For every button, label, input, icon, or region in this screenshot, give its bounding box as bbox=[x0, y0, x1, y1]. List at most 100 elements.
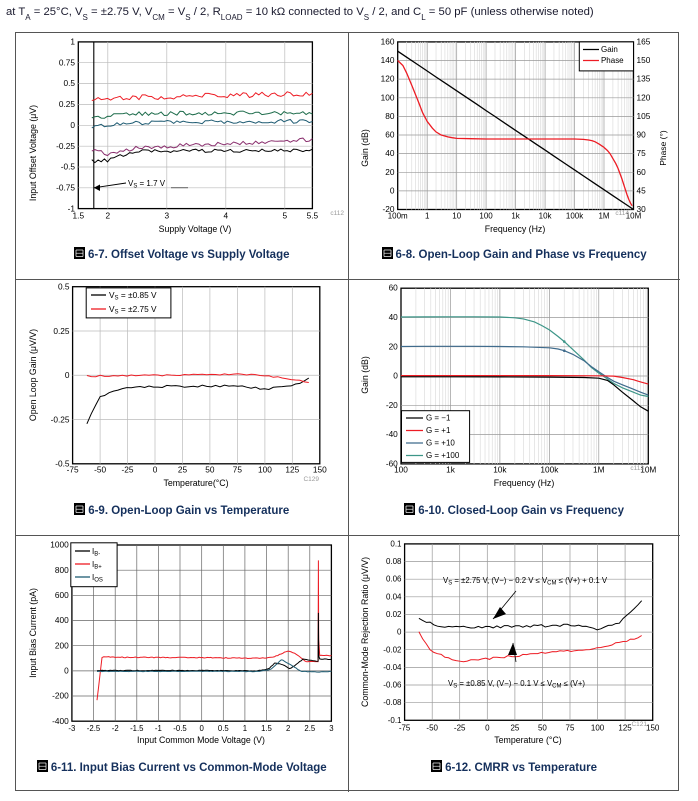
svg-text:-400: -400 bbox=[52, 716, 69, 726]
svg-text:0.08: 0.08 bbox=[386, 557, 402, 566]
svg-text:135: 135 bbox=[636, 73, 650, 83]
svg-text:0: 0 bbox=[64, 666, 69, 676]
svg-text:60: 60 bbox=[389, 283, 399, 293]
svg-text:1M: 1M bbox=[593, 464, 605, 474]
svg-text:100k: 100k bbox=[566, 211, 583, 220]
svg-text:75: 75 bbox=[566, 723, 575, 732]
svg-text:0: 0 bbox=[485, 723, 490, 732]
svg-text:125: 125 bbox=[618, 723, 632, 732]
svg-text:-1: -1 bbox=[154, 724, 161, 733]
svg-text:Frequency (Hz): Frequency (Hz) bbox=[485, 224, 546, 234]
svg-text:125: 125 bbox=[285, 464, 299, 474]
svg-text:50: 50 bbox=[205, 464, 215, 474]
svg-text:-75: -75 bbox=[66, 464, 78, 474]
svg-text:150: 150 bbox=[636, 55, 650, 65]
svg-text:Input Bias Current (pA): Input Bias Current (pA) bbox=[28, 588, 38, 678]
svg-text:2: 2 bbox=[286, 724, 290, 733]
svg-text:150: 150 bbox=[646, 723, 660, 732]
svg-text:-20: -20 bbox=[386, 400, 398, 410]
svg-text:80: 80 bbox=[385, 111, 395, 121]
svg-text:0: 0 bbox=[64, 370, 69, 380]
svg-text:3: 3 bbox=[329, 724, 333, 733]
svg-text:1M: 1M bbox=[598, 211, 609, 220]
svg-text:-0.5: -0.5 bbox=[173, 724, 186, 733]
svg-text:1.5: 1.5 bbox=[261, 724, 272, 733]
svg-text:0: 0 bbox=[70, 120, 75, 130]
svg-text:75: 75 bbox=[232, 464, 242, 474]
svg-text:60: 60 bbox=[385, 129, 395, 139]
svg-text:800: 800 bbox=[54, 565, 68, 575]
svg-text:0.1: 0.1 bbox=[390, 539, 402, 548]
svg-text:20: 20 bbox=[389, 341, 399, 351]
svg-text:C129: C129 bbox=[303, 476, 319, 483]
svg-text:-0.02: -0.02 bbox=[383, 645, 402, 654]
svg-text:1: 1 bbox=[70, 36, 75, 46]
svg-text:400: 400 bbox=[54, 615, 68, 625]
svg-text:1.5: 1.5 bbox=[72, 210, 84, 220]
svg-text:-1.5: -1.5 bbox=[130, 724, 143, 733]
svg-text:c112: c112 bbox=[330, 210, 344, 217]
svg-text:40: 40 bbox=[389, 312, 399, 322]
svg-text:0.5: 0.5 bbox=[63, 78, 75, 88]
svg-text:2: 2 bbox=[105, 210, 110, 220]
svg-text:2.5: 2.5 bbox=[304, 724, 315, 733]
svg-text:-2: -2 bbox=[111, 724, 118, 733]
svg-text:10: 10 bbox=[452, 211, 461, 220]
svg-text:0: 0 bbox=[397, 628, 402, 637]
svg-text:-50: -50 bbox=[426, 723, 438, 732]
svg-text:Gain: Gain bbox=[601, 45, 618, 54]
svg-text:160: 160 bbox=[381, 36, 395, 46]
svg-text:0.5: 0.5 bbox=[57, 281, 69, 291]
svg-text:0.75: 0.75 bbox=[58, 57, 75, 67]
svg-text:Temperature (°C): Temperature (°C) bbox=[494, 735, 562, 745]
svg-text:150: 150 bbox=[312, 464, 326, 474]
svg-text:c113: c113 bbox=[630, 465, 644, 472]
svg-text:0.02: 0.02 bbox=[386, 610, 402, 619]
svg-text:25: 25 bbox=[510, 723, 519, 732]
svg-text:-3: -3 bbox=[68, 724, 75, 733]
svg-text:-25: -25 bbox=[454, 723, 466, 732]
svg-text:120: 120 bbox=[636, 92, 650, 102]
svg-text:1000: 1000 bbox=[50, 540, 69, 550]
svg-text:100: 100 bbox=[394, 464, 408, 474]
svg-text:-0.06: -0.06 bbox=[383, 680, 402, 689]
svg-text:G = +100: G = +100 bbox=[426, 451, 460, 460]
svg-text:100: 100 bbox=[591, 723, 605, 732]
svg-text:105: 105 bbox=[636, 111, 650, 121]
svg-text:G = +10: G = +10 bbox=[426, 438, 455, 447]
svg-text:4: 4 bbox=[223, 210, 228, 220]
svg-text:100m: 100m bbox=[388, 211, 408, 220]
svg-text:0.5: 0.5 bbox=[217, 724, 228, 733]
svg-text:0: 0 bbox=[393, 371, 398, 381]
svg-text:100: 100 bbox=[257, 464, 271, 474]
svg-text:Temperature(°C): Temperature(°C) bbox=[163, 478, 228, 488]
svg-text:100k: 100k bbox=[540, 464, 559, 474]
svg-text:Input Offset Voltage (μV): Input Offset Voltage (μV) bbox=[28, 105, 38, 201]
svg-text:100: 100 bbox=[479, 211, 493, 220]
svg-text:3: 3 bbox=[164, 210, 169, 220]
svg-text:-50: -50 bbox=[94, 464, 106, 474]
svg-text:0.25: 0.25 bbox=[58, 99, 75, 109]
svg-text:Supply Voltage (V): Supply Voltage (V) bbox=[158, 224, 231, 234]
svg-text:-0.04: -0.04 bbox=[383, 663, 402, 672]
svg-text:0.06: 0.06 bbox=[386, 575, 402, 584]
svg-text:Phase (°): Phase (°) bbox=[658, 130, 668, 166]
svg-text:0.25: 0.25 bbox=[53, 326, 70, 336]
svg-text:600: 600 bbox=[54, 590, 68, 600]
svg-text:50: 50 bbox=[538, 723, 547, 732]
svg-text:120: 120 bbox=[381, 73, 395, 83]
svg-text:0.04: 0.04 bbox=[386, 592, 402, 601]
svg-text:1k: 1k bbox=[511, 211, 519, 220]
svg-text:75: 75 bbox=[636, 148, 646, 158]
svg-text:140: 140 bbox=[381, 55, 395, 65]
svg-text:200: 200 bbox=[54, 640, 68, 650]
svg-text:20: 20 bbox=[385, 167, 395, 177]
svg-text:-200: -200 bbox=[52, 691, 69, 701]
svg-text:Frequency (Hz): Frequency (Hz) bbox=[494, 478, 555, 488]
svg-text:VS = ±2.75 V, (V−) − 0.2 V ≤ V: VS = ±2.75 V, (V−) − 0.2 V ≤ VCM ≤ (V+) … bbox=[443, 576, 608, 586]
svg-text:Gain (dB): Gain (dB) bbox=[360, 129, 370, 167]
svg-text:Input Common Mode Voltage (V): Input Common Mode Voltage (V) bbox=[137, 735, 265, 745]
svg-text:60: 60 bbox=[636, 167, 646, 177]
svg-text:Open Loop Gain (μV/V): Open Loop Gain (μV/V) bbox=[28, 329, 38, 421]
svg-text:0: 0 bbox=[390, 185, 395, 195]
